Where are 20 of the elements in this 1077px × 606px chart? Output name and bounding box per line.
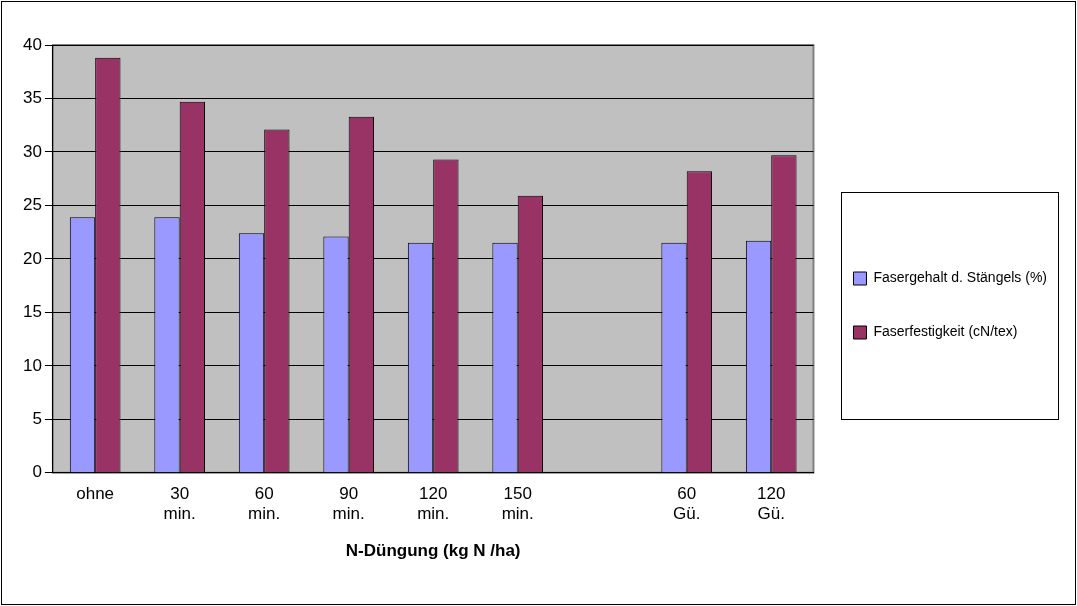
x-tick-label: 60 Gü.	[673, 483, 701, 524]
y-tick-label: 5	[32, 409, 42, 429]
y-tick-label: 35	[22, 88, 42, 108]
y-tick-label: 10	[22, 355, 42, 375]
x-tick-label: 150 min.	[501, 483, 534, 524]
x-axis-title: N-Düngung (kg N /ha)	[345, 541, 521, 561]
legend-label: Fasergehalt d. Stängels (%)	[873, 269, 1047, 286]
y-tick-label: 0	[32, 462, 42, 482]
y-tick-label: 30	[22, 141, 42, 161]
y-tick-label: 40	[22, 34, 42, 54]
x-tick-label: 60 min.	[248, 483, 281, 524]
legend-label: Faserfestigkeit (cN/tex)	[873, 323, 1018, 340]
y-tick-label: 15	[22, 302, 42, 322]
x-tick-label: 120 min.	[417, 483, 450, 524]
x-tick-label: 30 min.	[163, 483, 196, 524]
x-tick-label: 90 min.	[332, 483, 365, 524]
x-tick-label: ohne	[76, 483, 115, 503]
y-tick-label: 20	[22, 248, 42, 268]
y-tick-label: 25	[22, 195, 42, 215]
x-tick-label: 120 Gü.	[757, 483, 786, 524]
